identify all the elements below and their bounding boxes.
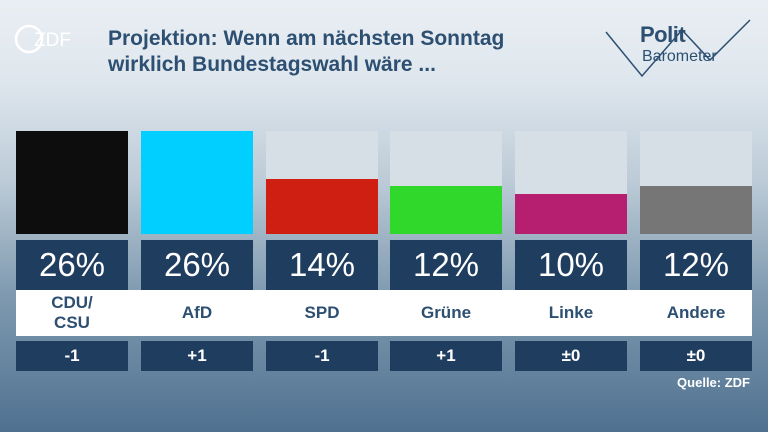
zdf-logo: ZDF — [14, 24, 71, 54]
change-label: -1 — [266, 341, 378, 371]
change-label: +1 — [141, 341, 253, 371]
politbarometer-mark — [605, 19, 751, 78]
politbarometer-logo-line-2: Barometer — [642, 48, 717, 65]
bar-track — [640, 131, 752, 234]
bar-track — [390, 131, 502, 234]
chart-title-line-2: wirklich Bundestagswahl wäre ... — [108, 53, 436, 76]
change-label: ±0 — [515, 341, 627, 371]
value-label: 14% — [266, 240, 378, 290]
chart-title: Projektion: Wenn am nächsten Sonntag wir… — [108, 26, 578, 78]
category-label: CDU/ CSU — [51, 293, 93, 332]
bar — [266, 179, 378, 234]
category-label: Linke — [548, 303, 594, 322]
change-label: ±0 — [640, 341, 752, 371]
value-label: 10% — [515, 240, 627, 290]
change-label: +1 — [390, 341, 502, 371]
bar — [640, 186, 752, 234]
bar-track — [141, 131, 253, 234]
zdf-logo-text: ZDF — [34, 30, 71, 51]
category-label: SPD — [304, 303, 340, 322]
bar — [390, 186, 502, 234]
category-label: Andere — [666, 303, 726, 322]
bar-track — [266, 131, 378, 234]
change-label: -1 — [16, 341, 128, 371]
category-label: AfD — [181, 303, 213, 322]
politbarometer-logo-line-1: Polit — [640, 22, 686, 47]
bar — [16, 131, 128, 234]
chart-title-line-1: Projektion: Wenn am nächsten Sonntag — [108, 27, 505, 50]
value-label: 12% — [390, 240, 502, 290]
bar — [141, 131, 253, 234]
politbarometer-logo: Polit Barometer — [604, 16, 754, 78]
value-label: 12% — [640, 240, 752, 290]
bar-track — [515, 131, 627, 234]
bar — [515, 194, 627, 234]
source-label: Quelle: ZDF — [677, 375, 750, 390]
value-label: 26% — [16, 240, 128, 290]
party-label-strip — [16, 290, 752, 336]
category-label: Grüne — [420, 303, 472, 322]
bar-track — [16, 131, 128, 234]
value-label: 26% — [141, 240, 253, 290]
